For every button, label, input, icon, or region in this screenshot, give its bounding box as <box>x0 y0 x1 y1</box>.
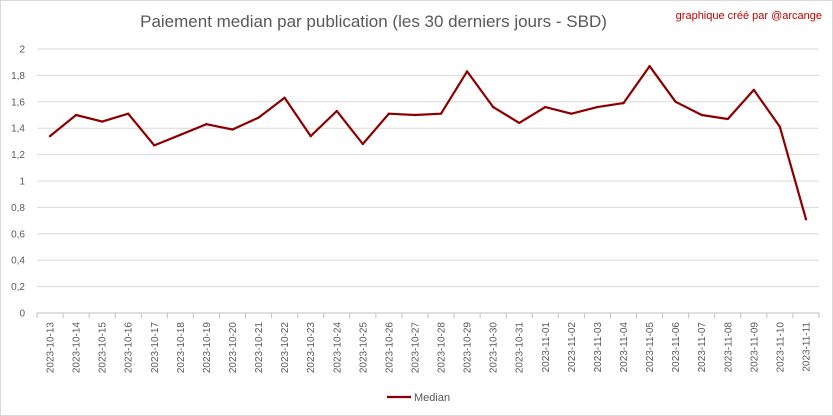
y-tick-label: 0,2 <box>11 282 25 293</box>
y-tick-label: 0,4 <box>11 256 25 267</box>
x-tick-label: 2023-10-13 <box>46 322 57 374</box>
data-point <box>361 142 365 146</box>
data-point <box>257 116 260 119</box>
x-tick-label: 2023-11-09 <box>749 322 760 373</box>
data-point <box>570 112 573 115</box>
x-tick-label: 2023-10-21 <box>254 322 265 374</box>
chart-title: Paiement median par publication (les 30 … <box>140 12 607 31</box>
x-tick-label: 2023-10-22 <box>280 322 291 374</box>
data-point <box>335 109 338 113</box>
data-point <box>752 88 756 92</box>
legend-label-median: Median <box>414 392 450 404</box>
x-tick-label: 2023-11-10 <box>775 322 786 373</box>
data-point <box>674 100 677 104</box>
data-point <box>700 113 703 117</box>
y-tick-label: 1,6 <box>11 97 25 108</box>
x-tick-label: 2023-10-24 <box>332 322 343 374</box>
y-tick-label: 0,8 <box>11 203 25 214</box>
data-point <box>491 105 495 109</box>
x-tick-label: 2023-10-16 <box>124 322 135 374</box>
x-tick-label: 2023-11-03 <box>593 322 604 373</box>
x-tick-label: 2023-11-11 <box>801 322 812 372</box>
x-tick-label: 2023-10-27 <box>410 322 421 374</box>
chart-credit: graphique créé par @arcange <box>675 10 822 22</box>
x-tick-label: 2023-10-17 <box>150 322 161 374</box>
data-point <box>804 218 808 221</box>
x-tick-label: 2023-10-14 <box>72 322 83 374</box>
x-tick-label: 2023-10-25 <box>358 322 369 374</box>
y-tick-label: 0,6 <box>11 229 25 240</box>
data-point <box>205 123 208 126</box>
data-point <box>231 128 234 131</box>
data-point <box>726 117 729 121</box>
x-tick-label: 2023-10-23 <box>306 322 317 374</box>
data-point <box>648 64 651 68</box>
x-tick-label: 2023-11-07 <box>697 322 708 373</box>
y-tick-label: 1,8 <box>11 71 25 82</box>
data-point <box>465 70 469 73</box>
x-tick-label: 2023-10-18 <box>176 322 187 374</box>
x-tick-label: 2023-10-30 <box>489 322 500 374</box>
x-tick-label: 2023-11-08 <box>723 322 734 373</box>
data-point <box>74 113 78 117</box>
data-point <box>413 113 417 117</box>
data-point <box>283 96 286 100</box>
x-tick-label: 2023-11-06 <box>671 322 682 373</box>
data-point <box>153 144 156 147</box>
data-point <box>622 101 625 105</box>
x-tick-label: 2023-10-20 <box>228 322 239 374</box>
x-tick-label: 2023-10-26 <box>384 322 395 374</box>
data-point <box>596 105 599 109</box>
x-tick-label: 2023-11-02 <box>567 322 578 373</box>
data-point <box>387 112 391 115</box>
x-tick-label: 2023-10-15 <box>98 322 109 374</box>
data-point <box>778 125 782 129</box>
data-point <box>518 121 521 125</box>
x-tick-label: 2023-10-29 <box>463 322 474 374</box>
x-tick-label: 2023-11-05 <box>645 322 656 373</box>
y-tick-label: 1,2 <box>11 150 25 161</box>
y-tick-label: 1 <box>19 177 25 188</box>
y-tick-label: 2 <box>19 45 25 56</box>
x-tick-label: 2023-10-31 <box>515 322 526 374</box>
x-tick-label: 2023-11-01 <box>541 322 552 373</box>
series-line-median <box>49 65 808 220</box>
y-tick-label: 0 <box>19 309 25 320</box>
data-point <box>179 133 182 136</box>
data-point <box>48 134 52 138</box>
data-point <box>544 105 547 109</box>
y-tick-label: 1,4 <box>11 124 25 135</box>
x-tick-label: 2023-10-19 <box>202 322 213 374</box>
x-tick-label: 2023-10-28 <box>437 322 448 374</box>
x-tick-label: 2023-11-04 <box>619 322 630 373</box>
data-point <box>100 120 104 123</box>
data-point <box>439 112 443 115</box>
data-point <box>127 112 130 115</box>
data-point <box>309 134 312 138</box>
